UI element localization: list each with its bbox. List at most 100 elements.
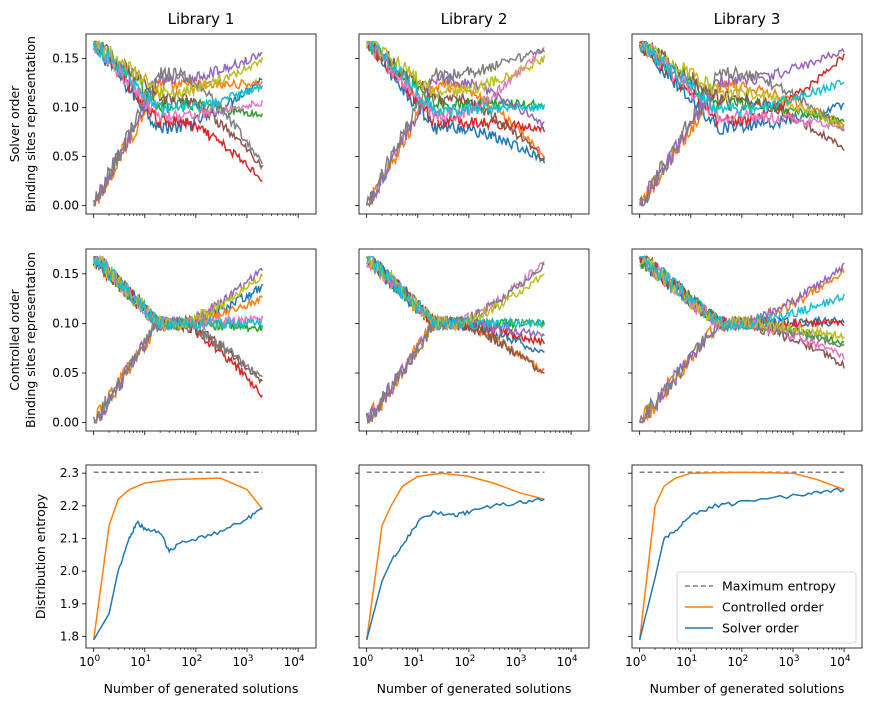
series-line-6 bbox=[639, 256, 845, 360]
y-tick-label: 2.0 bbox=[60, 564, 79, 578]
y-tick-label: 0.00 bbox=[52, 416, 79, 430]
controlled-order-line bbox=[365, 472, 545, 640]
series-line-4 bbox=[365, 70, 545, 206]
legend-label: Solver order bbox=[722, 621, 799, 636]
y-tick-label: 1.9 bbox=[60, 597, 79, 611]
y-axis-label: Controlled order bbox=[7, 288, 22, 390]
x-tick-label: 102 bbox=[727, 654, 748, 669]
series-line-1 bbox=[366, 78, 546, 206]
series-line-8 bbox=[92, 40, 264, 100]
panel-title: Library 3 bbox=[714, 10, 781, 28]
y-axis-label: Solver order bbox=[7, 85, 22, 162]
panel-r1-c1 bbox=[355, 248, 590, 435]
axes-frame bbox=[85, 33, 317, 215]
axes-frame bbox=[631, 248, 863, 432]
x-tick-label: 102 bbox=[454, 654, 475, 669]
y-axis-label: Distribution entropy bbox=[33, 493, 48, 619]
y-tick-label: 2.1 bbox=[60, 532, 79, 546]
y-axis-label: Binding sites representation bbox=[23, 36, 38, 212]
y-tick-label: 0.15 bbox=[52, 267, 79, 281]
plot-area bbox=[92, 39, 264, 207]
plot-area bbox=[638, 471, 845, 640]
axes-frame bbox=[631, 33, 863, 215]
series-line-5 bbox=[92, 41, 264, 171]
x-axis-label: Number of generated solutions bbox=[377, 681, 572, 696]
axes-frame bbox=[358, 33, 590, 215]
axes-frame bbox=[85, 248, 317, 432]
panel-r0-c2: Library 3 bbox=[628, 10, 863, 218]
plot-area bbox=[365, 255, 546, 425]
y-tick-label: 0.05 bbox=[52, 150, 79, 164]
x-tick-label: 104 bbox=[284, 654, 305, 669]
plot-area bbox=[365, 471, 545, 640]
legend-label: Maximum entropy bbox=[722, 579, 837, 594]
legend-label: Controlled order bbox=[722, 600, 824, 615]
x-tick-label: 102 bbox=[181, 654, 202, 669]
x-tick-label: 100 bbox=[625, 654, 646, 669]
series-line-4 bbox=[366, 315, 545, 424]
series-line-9 bbox=[92, 41, 264, 116]
solver-order-line bbox=[365, 497, 545, 640]
x-tick-label: 101 bbox=[130, 654, 151, 669]
panel-r2-c1: 100 101 102 103 104 Number of generated solut… bbox=[352, 464, 590, 696]
x-tick-label: 104 bbox=[830, 654, 851, 669]
panel-r2-c2: 100 101 102 103 104 Number of generated solut… bbox=[625, 464, 863, 696]
panel-r0-c1: Library 2 bbox=[355, 10, 590, 218]
x-axis-label: Number of generated solutions bbox=[650, 681, 845, 696]
y-tick-label: 0.00 bbox=[52, 199, 79, 213]
series-line-4 bbox=[639, 47, 845, 207]
y-tick-label: 1.8 bbox=[60, 630, 79, 644]
plot-area bbox=[365, 40, 546, 208]
legend-frame bbox=[676, 571, 857, 644]
solver-order-line bbox=[638, 487, 845, 640]
plot-area bbox=[638, 254, 845, 424]
legend: Maximum entropy Controlled order Solver or… bbox=[676, 571, 857, 644]
series-line-9 bbox=[639, 256, 845, 332]
solver-order-line bbox=[93, 507, 263, 641]
controlled-order-line bbox=[92, 477, 263, 640]
series-line-4 bbox=[92, 51, 263, 206]
plot-area bbox=[638, 38, 845, 208]
y-tick-label: 2.2 bbox=[60, 499, 79, 513]
y-tick-label: 0.10 bbox=[52, 101, 79, 115]
x-tick-label: 101 bbox=[403, 654, 424, 669]
y-tick-label: 0.05 bbox=[52, 366, 79, 380]
series-line-5 bbox=[639, 256, 845, 369]
series-line-6 bbox=[639, 38, 845, 131]
series-line-5 bbox=[638, 42, 845, 152]
panel-r2-c0: 100 101 102 103 104 1.8 1.9 2.0 2.1 2.2 2.3 Number … bbox=[60, 464, 317, 696]
y-tick-label: 0.10 bbox=[52, 316, 79, 330]
series-line-8 bbox=[366, 256, 545, 333]
x-tick-label: 103 bbox=[232, 654, 253, 669]
axes-frame bbox=[631, 464, 863, 649]
series-line-0 bbox=[366, 41, 546, 164]
series-line-9 bbox=[92, 256, 263, 332]
series-line-7 bbox=[93, 65, 264, 207]
series-line-9 bbox=[365, 256, 546, 331]
plot-area bbox=[92, 254, 264, 424]
x-axis-label: Number of generated solutions bbox=[104, 681, 299, 696]
axes-frame bbox=[358, 248, 590, 432]
x-tick-label: 100 bbox=[352, 654, 373, 669]
series-line-7 bbox=[366, 47, 546, 208]
panel-r1-c0: 0.00 0.05 0.10 0.15 bbox=[52, 248, 317, 435]
axes-frame bbox=[85, 464, 317, 649]
axes-frame bbox=[358, 464, 590, 649]
panel-title: Library 2 bbox=[441, 10, 508, 28]
y-tick-label: 0.15 bbox=[52, 52, 79, 66]
series-line-0 bbox=[93, 40, 263, 135]
x-tick-label: 100 bbox=[79, 654, 100, 669]
y-tick-label: 2.3 bbox=[60, 466, 79, 480]
series-line-7 bbox=[639, 65, 845, 208]
x-tick-label: 104 bbox=[557, 654, 578, 669]
x-tick-label: 103 bbox=[778, 654, 799, 669]
x-tick-label: 103 bbox=[505, 654, 526, 669]
x-tick-label: 101 bbox=[676, 654, 697, 669]
series-line-3 bbox=[638, 41, 845, 128]
controlled-order-line bbox=[638, 471, 845, 640]
series-line-7 bbox=[92, 315, 263, 424]
series-line-1 bbox=[92, 77, 264, 206]
series-line-9 bbox=[366, 41, 546, 117]
panel-title: Library 1 bbox=[168, 10, 235, 28]
